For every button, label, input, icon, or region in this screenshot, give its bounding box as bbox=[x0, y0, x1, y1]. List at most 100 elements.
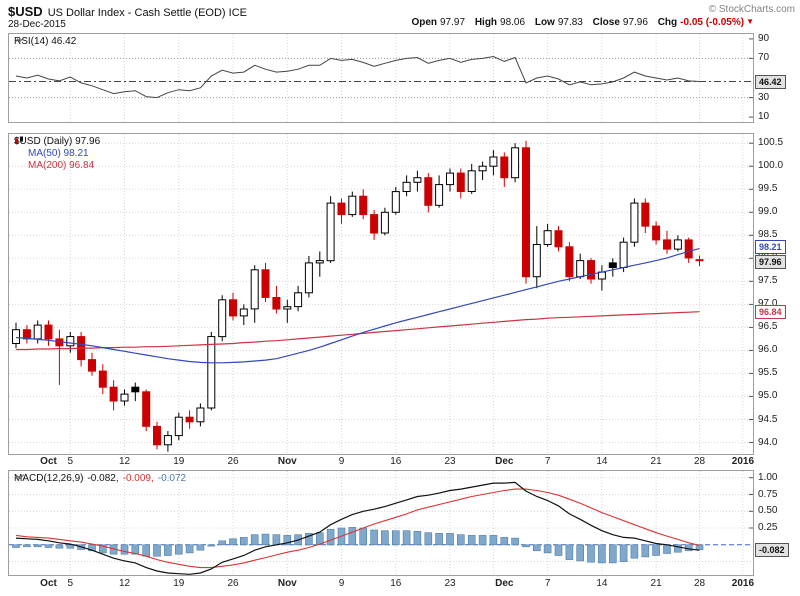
macd-histogram-bar bbox=[587, 544, 595, 563]
macd-histogram-bar bbox=[543, 544, 552, 554]
y-axis-label: 94.0 bbox=[758, 436, 778, 448]
x-axis-label: Oct bbox=[40, 578, 57, 589]
price-legend: $USD (Daily) 97.96 MA(50) 98.21 MA(200) … bbox=[14, 136, 100, 172]
macd-plot bbox=[9, 471, 753, 575]
x-axis-label: 16 bbox=[390, 456, 402, 467]
macd-histogram-bar bbox=[478, 535, 487, 546]
candlestick-icon bbox=[15, 136, 23, 144]
x-axis-label: 19 bbox=[173, 456, 185, 467]
macd-histogram-bar bbox=[554, 544, 563, 556]
macd-histogram-bar bbox=[272, 534, 281, 546]
x-axis-label: 28 bbox=[693, 578, 706, 589]
macd-line-value: -0.082, bbox=[87, 473, 119, 484]
y-axis-label: 0.75 bbox=[758, 488, 778, 500]
y-axis-label: 90 bbox=[758, 32, 770, 44]
x-axis-label: 9 bbox=[338, 456, 345, 467]
low-label: Low bbox=[534, 17, 555, 28]
macd-histogram-bar bbox=[229, 538, 237, 546]
candle-body bbox=[359, 195, 368, 216]
candle-body bbox=[684, 239, 693, 259]
macd-histogram-bar bbox=[12, 544, 20, 548]
macd-histogram-bar bbox=[153, 544, 161, 557]
x-axis-label: 7 bbox=[544, 578, 551, 589]
macd-histogram-bar bbox=[489, 535, 498, 546]
macd-histogram-bar bbox=[196, 544, 205, 551]
rsi-legend-text: RSI(14) 46.42 bbox=[14, 36, 77, 47]
candle-body bbox=[435, 184, 444, 206]
ma200-value-box: 96.84 bbox=[755, 304, 786, 319]
x-axis-label: 19 bbox=[173, 578, 185, 589]
candle-body bbox=[608, 262, 617, 268]
candle-body bbox=[153, 425, 161, 446]
candle-body bbox=[424, 177, 433, 206]
candle-body bbox=[673, 239, 682, 250]
symbol-legend-text: $USD (Daily) 97.96 bbox=[14, 136, 101, 147]
macd-histogram-bar bbox=[598, 544, 606, 564]
x-axis-label: Nov bbox=[277, 456, 297, 467]
open-value: 97.97 bbox=[440, 17, 466, 28]
macd-histogram-bar bbox=[381, 530, 389, 546]
macd-histogram-bar bbox=[511, 537, 519, 546]
candle-body bbox=[304, 262, 313, 294]
macd-histogram-bar bbox=[359, 527, 368, 546]
macd-histogram-bar bbox=[55, 544, 64, 549]
macd-histogram-bar bbox=[652, 544, 660, 556]
high-value: 98.06 bbox=[500, 17, 526, 28]
x-axis-label: 21 bbox=[650, 456, 662, 467]
candle-body bbox=[142, 391, 151, 427]
candle-body bbox=[478, 165, 487, 172]
rsi-plot bbox=[9, 34, 753, 122]
candle-body bbox=[413, 177, 422, 183]
macd-histogram-bar bbox=[446, 533, 454, 546]
candlestick-plot bbox=[9, 134, 753, 454]
y-axis-label: 70 bbox=[758, 52, 770, 64]
macd-histogram-bar bbox=[250, 534, 259, 546]
price-panel: $USD (Daily) 97.96 MA(50) 98.21 MA(200) … bbox=[8, 133, 754, 455]
candle-body bbox=[272, 297, 281, 310]
last-price-box: 97.96 bbox=[755, 255, 786, 270]
candle-body bbox=[641, 202, 650, 227]
macd-histogram-bar bbox=[619, 544, 628, 562]
candle-body bbox=[402, 181, 411, 192]
candle-body bbox=[131, 386, 140, 393]
candle-body bbox=[44, 324, 53, 340]
candle-body bbox=[380, 211, 389, 234]
low-value: 97.83 bbox=[557, 17, 583, 28]
macd-histogram-bar bbox=[240, 537, 248, 546]
candle-body bbox=[695, 259, 704, 262]
candle-body bbox=[185, 416, 194, 423]
candle-body bbox=[337, 202, 346, 216]
macd-histogram-bar bbox=[402, 530, 411, 546]
macd-signal-value: -0.009, bbox=[122, 473, 154, 484]
indicator-icon bbox=[14, 474, 25, 481]
x-axis-label: Oct bbox=[40, 456, 57, 467]
y-axis-label: 99.5 bbox=[758, 183, 778, 195]
y-axis-label: 95.0 bbox=[758, 390, 778, 402]
x-axis-label: 26 bbox=[227, 578, 239, 589]
macd-histogram-bar bbox=[142, 544, 150, 557]
candle-body bbox=[522, 147, 530, 278]
candle-body bbox=[218, 299, 227, 338]
candle-body bbox=[467, 170, 476, 192]
y-axis-label: 10 bbox=[758, 111, 770, 123]
candle-body bbox=[22, 329, 31, 340]
candle-body bbox=[326, 202, 335, 262]
x-axis-label: 14 bbox=[596, 456, 608, 467]
ohlc-quote: Open 97.97 High 98.06 Low 97.83 Close 97.96 … bbox=[411, 17, 754, 28]
macd-histogram-bar bbox=[120, 544, 129, 555]
macd-histogram-bar bbox=[565, 544, 574, 560]
candle-body bbox=[587, 260, 595, 280]
stockcharts-copyright-link[interactable]: © StockCharts.com bbox=[708, 4, 795, 15]
candle-body bbox=[348, 195, 357, 216]
macd-histogram-bar bbox=[456, 534, 465, 546]
macd-histogram-bar bbox=[663, 544, 671, 554]
macd-legend-name: MACD(12,26,9) bbox=[14, 473, 84, 484]
macd-histogram-bar bbox=[500, 537, 509, 546]
candle-body bbox=[489, 156, 498, 167]
macd-histogram-bar bbox=[532, 544, 541, 552]
candle-body bbox=[663, 239, 671, 250]
macd-histogram-bar bbox=[641, 544, 650, 558]
macd-histogram-bar bbox=[23, 544, 31, 548]
candle-body bbox=[500, 156, 509, 179]
